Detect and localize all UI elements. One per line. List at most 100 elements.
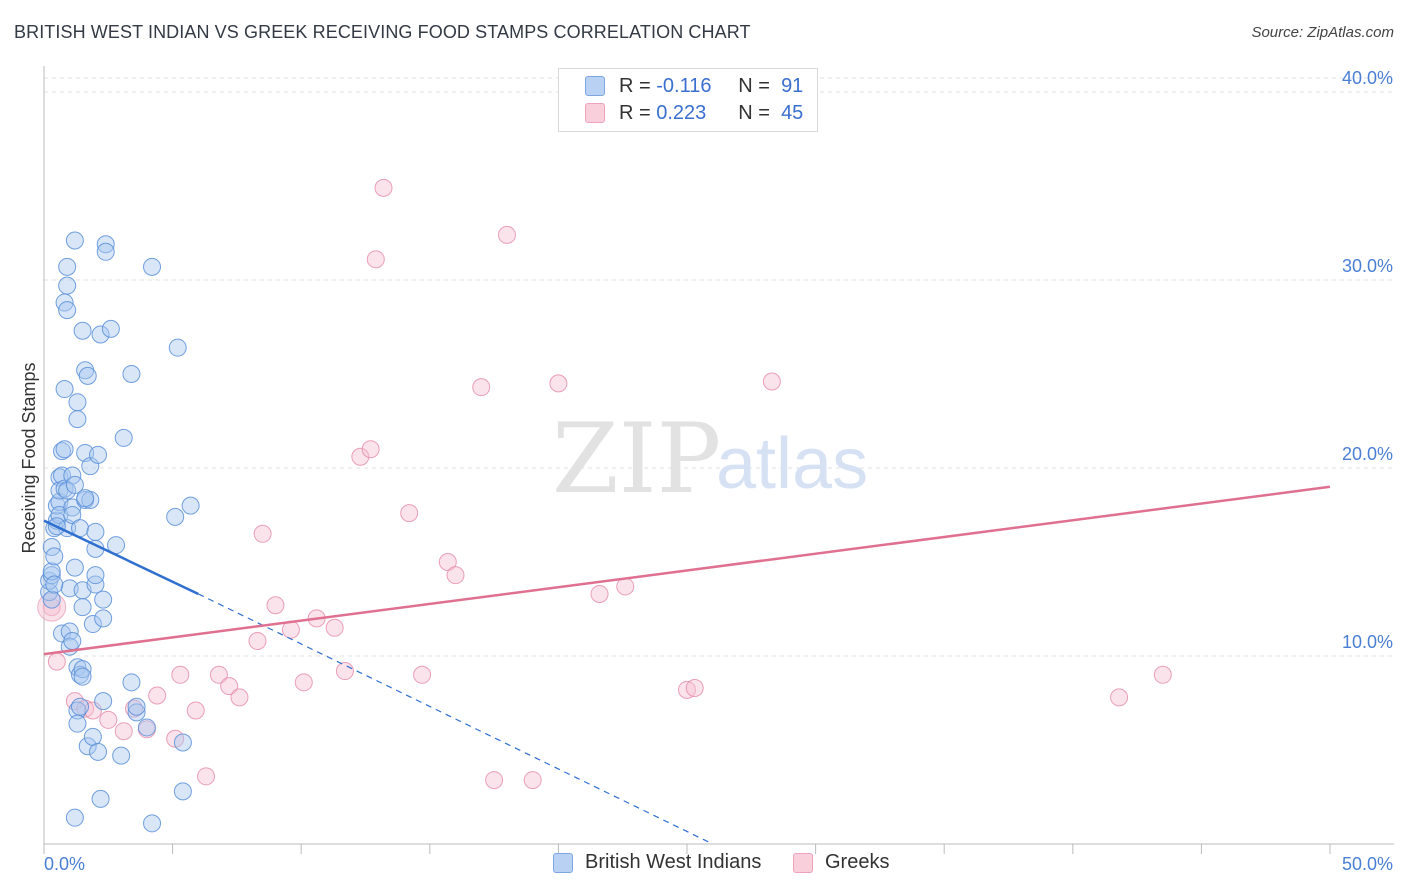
legend-swatch-blue	[585, 76, 605, 96]
legend-swatch-blue	[553, 853, 573, 873]
legend-n-label: N =	[738, 102, 770, 125]
greeks-point	[187, 702, 204, 719]
british-west-indians-point	[90, 743, 107, 760]
greeks-point	[524, 772, 541, 789]
greeks-point	[401, 505, 418, 522]
legend-n-value: 91	[781, 75, 803, 98]
british-west-indians-point	[167, 508, 184, 525]
greeks-point	[486, 772, 503, 789]
british-west-indians-point	[97, 243, 114, 260]
greeks-point	[254, 525, 271, 542]
greeks-point	[231, 689, 248, 706]
blue-trend-extension	[198, 594, 712, 844]
british-west-indians-point	[46, 548, 63, 565]
british-west-indians-point	[56, 441, 73, 458]
legend-r-value: -0.116	[656, 75, 726, 98]
british-west-indians-point	[69, 715, 86, 732]
legend-item-greeks: Greeks	[793, 851, 889, 874]
british-west-indians-point	[66, 809, 83, 826]
greeks-point	[763, 373, 780, 390]
british-west-indians-point	[102, 320, 119, 337]
greeks-point	[591, 585, 608, 602]
legend-label: British West Indians	[585, 851, 761, 874]
greeks-point	[1111, 689, 1128, 706]
watermark-atlas: atlas	[716, 424, 868, 504]
british-west-indians-point	[95, 610, 112, 627]
british-west-indians-point	[72, 698, 89, 715]
y-tick-label: 30.0%	[1342, 256, 1393, 276]
british-west-indians-point	[144, 258, 161, 275]
british-west-indians-point	[174, 734, 191, 751]
greeks-point	[336, 663, 353, 680]
british-west-indians-point	[79, 367, 96, 384]
british-west-indians-point	[113, 747, 130, 764]
series-legend: British West Indians Greeks	[0, 851, 1406, 879]
british-west-indians-point	[92, 790, 109, 807]
british-west-indians-point	[115, 429, 132, 446]
british-west-indians-point	[95, 591, 112, 608]
british-west-indians-point	[56, 381, 73, 398]
legend-n-label: N =	[738, 75, 770, 98]
british-west-indians-points	[41, 232, 199, 832]
british-west-indians-point	[74, 668, 91, 685]
british-west-indians-point	[74, 599, 91, 616]
greeks-point	[362, 441, 379, 458]
british-west-indians-point	[59, 258, 76, 275]
greeks-point	[447, 567, 464, 584]
greeks-point	[414, 666, 431, 683]
legend-row-british-west-indians: R = -0.116 N = 91	[585, 73, 803, 99]
greeks-point	[172, 666, 189, 683]
british-west-indians-point	[182, 497, 199, 514]
british-west-indians-point	[66, 476, 83, 493]
british-west-indians-point	[64, 632, 81, 649]
british-west-indians-point	[66, 232, 83, 249]
british-west-indians-point	[69, 411, 86, 428]
british-west-indians-point	[84, 728, 101, 745]
british-west-indians-point	[59, 277, 76, 294]
y-tick-label: 20.0%	[1342, 444, 1393, 464]
greeks-point	[115, 723, 132, 740]
british-west-indians-point	[128, 698, 145, 715]
legend-swatch-pink	[793, 853, 813, 873]
gridlines	[44, 78, 1394, 656]
greeks-point	[267, 597, 284, 614]
watermark: ZIP atlas	[552, 403, 868, 515]
greeks-point	[375, 179, 392, 196]
greeks-point	[100, 711, 117, 728]
y-tick-label: 10.0%	[1342, 632, 1393, 652]
british-west-indians-point	[43, 591, 60, 608]
legend-row-greeks: R = 0.223 N = 45	[585, 100, 803, 126]
greeks-point	[249, 632, 266, 649]
british-west-indians-point	[169, 339, 186, 356]
greeks-point	[498, 226, 515, 243]
british-west-indians-point	[144, 815, 161, 832]
scatter-chart: ZIP atlas 10.0%20.0%30.0%40.0%0.0% 50.0% …	[0, 0, 1406, 892]
greeks-point	[1154, 666, 1171, 683]
greeks-point	[48, 653, 65, 670]
trend-lines	[44, 487, 1330, 844]
greeks-point	[367, 251, 384, 268]
british-west-indians-point	[69, 394, 86, 411]
correlation-legend: R = -0.116 N = 91 R = 0.223 N = 45	[558, 68, 818, 132]
legend-item-british-west-indians: British West Indians	[553, 851, 761, 874]
british-west-indians-point	[123, 366, 140, 383]
greeks-point	[326, 619, 343, 636]
legend-r-value: 0.223	[656, 102, 726, 125]
legend-n-value: 45	[781, 102, 803, 125]
british-west-indians-point	[87, 523, 104, 540]
greeks-point	[198, 768, 215, 785]
british-west-indians-point	[87, 567, 104, 584]
british-west-indians-point	[123, 674, 140, 691]
british-west-indians-point	[90, 446, 107, 463]
legend-r-label: R =	[619, 102, 651, 125]
greeks-point	[295, 674, 312, 691]
british-west-indians-point	[138, 719, 155, 736]
british-west-indians-point	[74, 322, 91, 339]
y-tick-label: 40.0%	[1342, 68, 1393, 88]
greeks-point	[149, 687, 166, 704]
watermark-zip: ZIP	[552, 403, 721, 515]
british-west-indians-point	[46, 576, 63, 593]
greeks-point	[473, 379, 490, 396]
legend-swatch-pink	[585, 103, 605, 123]
greeks-point	[686, 679, 703, 696]
